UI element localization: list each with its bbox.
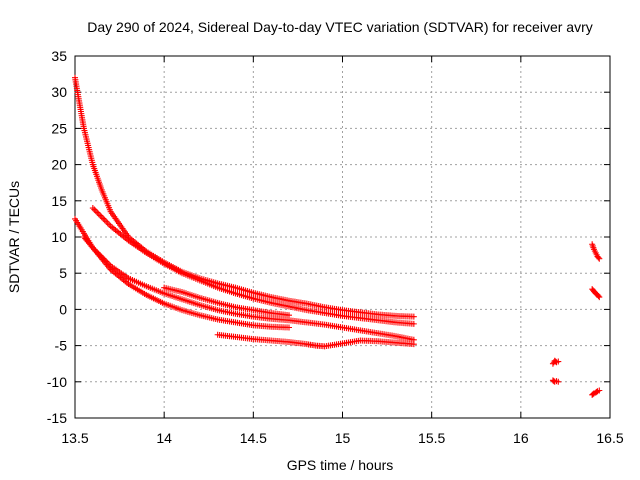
track-2-point (103, 218, 110, 225)
y-tick-label: -15 (47, 410, 67, 426)
track-1-point (410, 313, 417, 320)
x-tick-label: 14 (156, 430, 172, 446)
track-10-point (595, 293, 602, 300)
track-2-point (410, 320, 417, 327)
track-11-point (593, 388, 600, 395)
track-2-point (106, 221, 113, 228)
y-axis-label: SDTVAR / TECUs (6, 181, 22, 293)
track-8-point (555, 378, 562, 385)
track-2-point (94, 209, 101, 216)
track-11-point (596, 387, 603, 394)
y-tick-label: 0 (59, 301, 67, 317)
y-tick-label: 15 (51, 193, 67, 209)
x-tick-label: 16 (513, 430, 529, 446)
track-2-point (91, 206, 98, 213)
y-tick-label: 5 (59, 265, 67, 281)
track-2-point (98, 214, 105, 221)
track-2-point (100, 215, 107, 222)
track-2-point (97, 212, 104, 219)
track-2-point (92, 208, 99, 215)
track-2-point (104, 220, 111, 227)
track-11-point (590, 391, 597, 398)
x-tick-label: 15 (335, 430, 351, 446)
axis-ticks: 13.5 14 14.5 15 15.5 16 16.5 -15 -10 -5 0 5 10 15 20 25… (47, 48, 624, 446)
y-tick-label: -10 (47, 374, 67, 390)
y-tick-label: 10 (51, 229, 67, 245)
track-4-point (286, 324, 292, 331)
y-tick-label: 25 (51, 120, 67, 136)
track-10-point (596, 294, 603, 301)
grid (75, 56, 610, 418)
x-tick-label: 13.5 (61, 430, 88, 446)
track-2-point (89, 205, 96, 212)
y-tick-label: 35 (51, 48, 67, 64)
data-marks (72, 74, 603, 398)
x-tick-label: 16.5 (596, 430, 623, 446)
track-5-point (286, 312, 292, 319)
track-6-point (410, 341, 417, 348)
chart-title: Day 290 of 2024, Sidereal Day-to-day VTE… (87, 19, 593, 35)
x-tick-label: 15.5 (418, 430, 445, 446)
track-2-point (101, 217, 108, 224)
y-tick-label: -5 (55, 338, 68, 354)
y-tick-label: 30 (51, 84, 67, 100)
track-2-point (95, 211, 102, 218)
y-tick-label: 20 (51, 157, 67, 173)
track-9-point (596, 255, 603, 262)
x-tick-label: 14.5 (240, 430, 267, 446)
track-9-point (595, 254, 602, 261)
track-7-point (555, 358, 562, 365)
x-axis-label: GPS time / hours (287, 457, 394, 473)
